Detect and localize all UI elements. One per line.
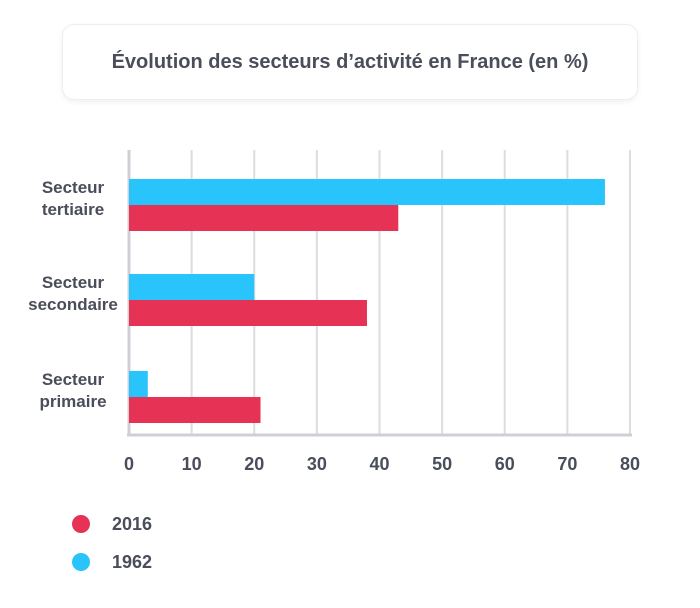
x-tick-label: 0 [124,454,134,474]
bar-1962 [129,179,605,205]
x-tick-label: 20 [244,454,264,474]
x-tick-label: 30 [307,454,327,474]
bar-2016 [129,300,367,326]
category-label: Secteur secondaire [28,273,118,314]
legend-item-2016: 2016 [72,505,152,543]
x-tick-label: 10 [182,454,202,474]
x-tick-label: 70 [557,454,577,474]
legend-label: 2016 [112,513,153,534]
x-tick-label: 40 [369,454,389,474]
category-label: Secteur primaire [39,370,106,411]
legend: 2016 1962 [72,505,152,581]
category-label: Secteur tertiaire [42,178,105,219]
x-tick-label: 80 [620,454,640,474]
bar-2016 [129,397,261,423]
chart-title-card: Évolution des secteurs d’activité en Fra… [62,24,638,100]
bar-1962 [129,371,148,397]
x-tick-label: 50 [432,454,452,474]
legend-item-1962: 1962 [72,543,152,581]
legend-swatch [72,515,90,533]
x-tick-label: 60 [495,454,515,474]
bar-1962 [129,274,255,300]
chart-title: Évolution des secteurs d’activité en Fra… [111,50,589,73]
legend-swatch [72,553,90,571]
bar-2016 [129,205,399,231]
legend-label: 1962 [112,551,153,572]
